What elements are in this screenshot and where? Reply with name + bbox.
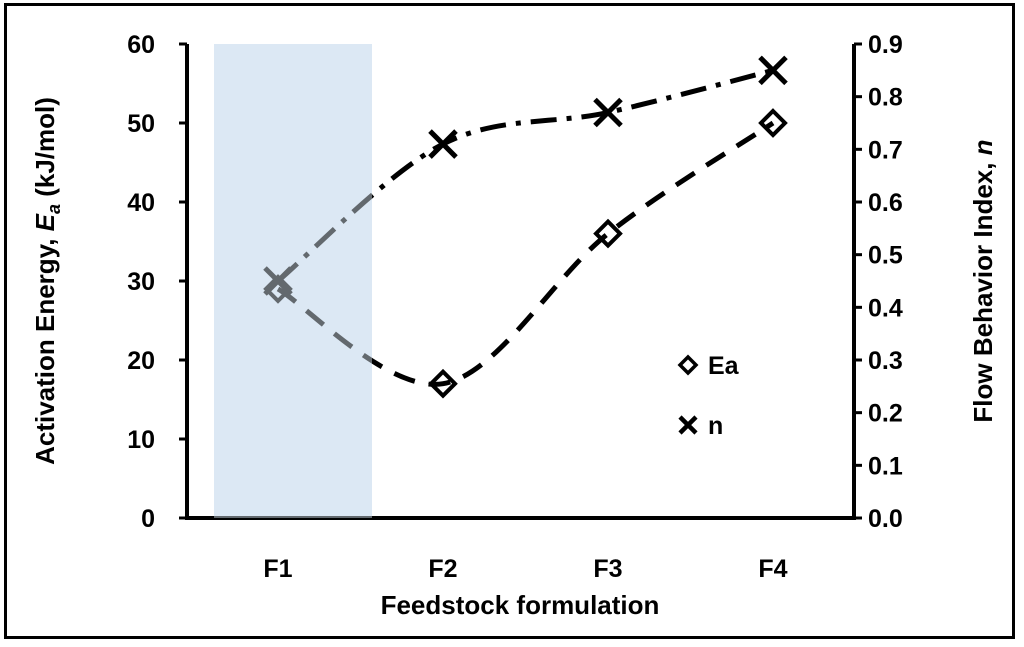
left-axis-title-symbol: E: [30, 213, 60, 231]
right-tick-label: 0.1: [868, 452, 903, 480]
legend-label-ea: Ea: [708, 352, 740, 380]
highlight-band-f1: [214, 44, 372, 518]
right-axis-title-prefix: Flow Behavior Index,: [968, 155, 998, 422]
left-axis-ticks: 0 10 20 30 40 50 60: [127, 31, 187, 533]
right-tick-label: 0.3: [868, 347, 903, 375]
marker-n-f3: [593, 97, 623, 128]
x-axis-title: Feedstock formulation: [381, 590, 660, 620]
data-markers: [263, 55, 788, 399]
left-tick-label: 20: [127, 347, 155, 375]
highlight-overlay-f1: [214, 44, 372, 518]
left-axis-title-subscript: a: [44, 204, 64, 214]
right-tick-label: 0.8: [868, 84, 903, 112]
marker-n-f4: [758, 55, 788, 86]
right-tick-label: 0.4: [868, 294, 903, 322]
trend-line-ea: [276, 120, 775, 387]
trend-lines: [276, 67, 775, 387]
left-tick-label: 10: [127, 426, 155, 454]
legend-marker-ea: [677, 354, 699, 376]
chart-frame: [4, 3, 1015, 639]
left-axis-title: Activation Energy, Ea (kJ/mol): [30, 97, 64, 465]
legend-label-n: n: [708, 412, 723, 440]
left-tick-label: 40: [127, 189, 155, 217]
marker-n-f2: [428, 129, 458, 159]
right-tick-label: 0.9: [868, 31, 903, 59]
left-axis-title-suffix: (kJ/mol): [30, 97, 60, 204]
legend: Ea n: [677, 352, 740, 440]
x-tick-label-f4: F4: [758, 555, 787, 583]
left-axis-title-prefix: Activation Energy,: [30, 231, 60, 465]
marker-ea-f2: [428, 368, 458, 399]
x-tick-label-f2: F2: [428, 555, 457, 583]
right-axis-title-symbol: n: [968, 139, 998, 155]
marker-ea-f1: [263, 274, 293, 304]
marker-ea-f3: [593, 218, 623, 249]
x-axis-ticks: F1 F2 F3 F4: [263, 555, 787, 583]
left-tick-label: 30: [127, 268, 155, 296]
right-tick-label: 0.2: [868, 400, 903, 428]
marker-ea-f4: [758, 108, 788, 138]
x-tick-label-f3: F3: [593, 555, 622, 583]
right-tick-label: 0.6: [868, 189, 903, 217]
left-tick-label: 0: [141, 505, 155, 533]
trend-line-n: [276, 67, 774, 283]
right-tick-label: 0.7: [868, 136, 903, 164]
right-tick-label: 0.0: [868, 505, 903, 533]
right-tick-label: 0.5: [868, 242, 903, 270]
right-axis-title: Flow Behavior Index, n: [968, 139, 998, 422]
legend-marker-n: [678, 415, 698, 435]
marker-n-f1: [263, 266, 293, 296]
right-axis-ticks: 0.0 0.1 0.2 0.3 0.4 0.5 0.6 0.7 0.8 0.9: [854, 31, 903, 533]
left-tick-label: 60: [127, 31, 155, 59]
x-tick-label-f1: F1: [263, 555, 292, 583]
left-tick-label: 50: [127, 110, 155, 138]
